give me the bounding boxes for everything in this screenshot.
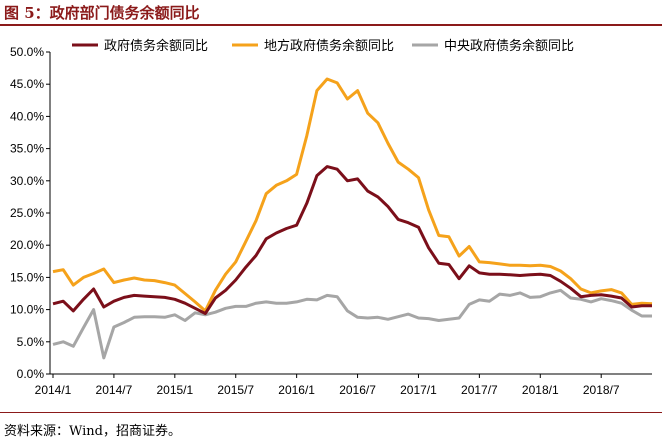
legend-label: 中央政府债务余额同比 bbox=[444, 38, 574, 53]
y-tick-label: 15.0% bbox=[10, 270, 44, 284]
series-line-1 bbox=[52, 165, 652, 315]
x-tick-label: 2014/7 bbox=[96, 383, 133, 397]
y-tick-label: 40.0% bbox=[10, 109, 44, 123]
y-axis: 0.0% 5.0% 10.0% 15.0% 20.0% 25.0% 30.0% 35.0% 40… bbox=[10, 45, 51, 381]
x-tick-label: 2014/1 bbox=[35, 383, 72, 397]
x-tick-label: 2015/1 bbox=[156, 383, 193, 397]
y-tick-label: 45.0% bbox=[10, 77, 44, 91]
series-line-3 bbox=[52, 288, 652, 360]
line-chart: 政府债务余额同比 地方政府债务余额同比 中央政府债务余额同比 0.0% 5.0% 10.… bbox=[10, 38, 653, 397]
chart-legend: 政府债务余额同比 地方政府债务余额同比 中央政府债务余额同比 bbox=[72, 38, 574, 53]
y-tick-label: 30.0% bbox=[10, 174, 44, 188]
legend-item-3: 中央政府债务余额同比 bbox=[412, 38, 574, 53]
figure-title: 图 5：政府部门债务余额同比 bbox=[4, 4, 200, 22]
source-note: 资料来源：Wind，招商证券。 bbox=[4, 424, 181, 439]
legend-item-2: 地方政府债务余额同比 bbox=[232, 38, 394, 53]
legend-label: 政府债务余额同比 bbox=[104, 38, 208, 53]
title-divider bbox=[0, 24, 662, 26]
x-tick-label: 2018/7 bbox=[583, 383, 620, 397]
x-tick-label: 2017/1 bbox=[400, 383, 437, 397]
x-tick-label: 2016/7 bbox=[339, 383, 376, 397]
y-tick-label: 0.0% bbox=[17, 367, 45, 381]
y-tick-label: 5.0% bbox=[17, 335, 45, 349]
series-layer bbox=[52, 77, 653, 360]
y-tick-label: 50.0% bbox=[10, 45, 44, 59]
y-tick-label: 20.0% bbox=[10, 238, 44, 252]
y-tick-label: 35.0% bbox=[10, 142, 44, 156]
y-tick-label: 25.0% bbox=[10, 206, 44, 220]
y-tick-label: 10.0% bbox=[10, 303, 44, 317]
x-axis: 2014/1 2014/7 2015/1 2015/7 2016/1 2016/7 2017… bbox=[35, 373, 652, 397]
x-tick-label: 2015/7 bbox=[217, 383, 254, 397]
series-line-2 bbox=[52, 77, 653, 313]
legend-item-1: 政府债务余额同比 bbox=[72, 38, 208, 53]
legend-label: 地方政府债务余额同比 bbox=[264, 38, 394, 53]
title-bar: 图 5：政府部门债务余额同比 bbox=[0, 0, 662, 26]
x-tick-label: 2016/1 bbox=[278, 383, 315, 397]
x-tick-label: 2018/1 bbox=[522, 383, 559, 397]
x-tick-label: 2017/7 bbox=[461, 383, 498, 397]
footer-divider bbox=[0, 412, 662, 413]
